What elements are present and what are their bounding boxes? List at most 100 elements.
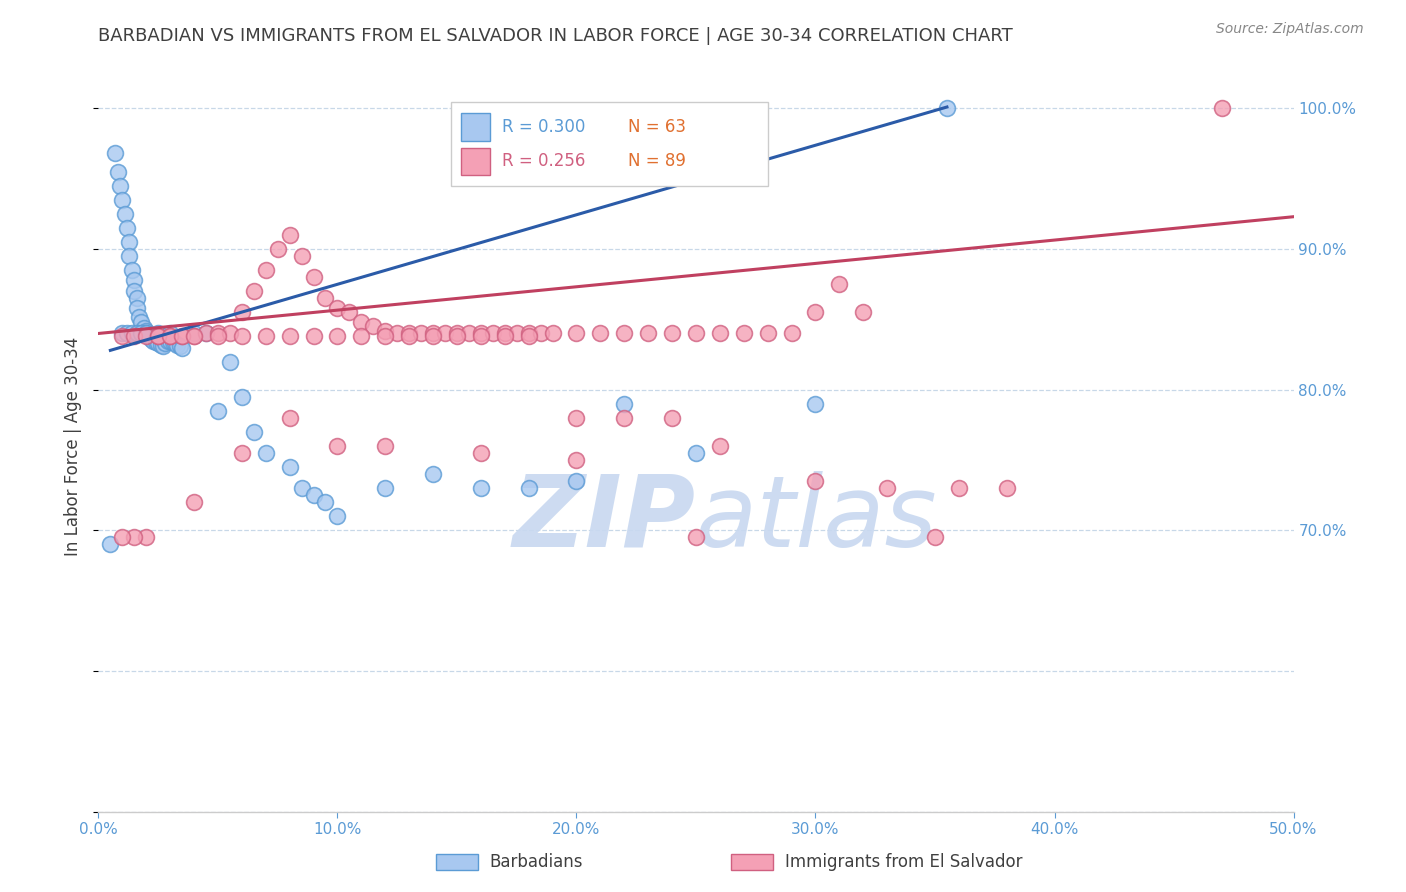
Point bbox=[613, 397, 636, 411]
Point bbox=[162, 334, 184, 349]
Point bbox=[565, 474, 588, 488]
Point bbox=[145, 334, 167, 349]
Point bbox=[291, 481, 314, 495]
Point bbox=[385, 326, 409, 341]
Point bbox=[1211, 102, 1233, 116]
Point bbox=[470, 326, 492, 341]
Point bbox=[398, 329, 420, 343]
Text: R = 0.256: R = 0.256 bbox=[502, 153, 586, 170]
Point bbox=[107, 165, 129, 179]
Point bbox=[155, 336, 177, 351]
Point bbox=[163, 336, 186, 351]
Point bbox=[254, 446, 277, 460]
Text: N = 89: N = 89 bbox=[628, 153, 686, 170]
Point bbox=[159, 326, 181, 341]
Point bbox=[398, 326, 420, 341]
Point bbox=[374, 481, 396, 495]
Point bbox=[541, 326, 564, 341]
Point bbox=[709, 439, 731, 453]
Point bbox=[422, 326, 444, 341]
Point bbox=[219, 326, 242, 341]
Point bbox=[124, 329, 146, 343]
Point bbox=[183, 329, 205, 343]
Point bbox=[207, 329, 229, 343]
Text: ZIP: ZIP bbox=[513, 471, 696, 567]
Point bbox=[517, 481, 540, 495]
Point bbox=[852, 305, 875, 319]
Point bbox=[159, 329, 181, 343]
Point bbox=[494, 329, 516, 343]
Point bbox=[780, 326, 803, 341]
Point bbox=[828, 277, 851, 292]
Point bbox=[374, 439, 396, 453]
Point bbox=[172, 341, 194, 355]
Point bbox=[565, 410, 588, 425]
Point bbox=[517, 329, 540, 343]
Point bbox=[613, 410, 636, 425]
Point bbox=[243, 425, 266, 439]
Point bbox=[132, 321, 155, 335]
Point bbox=[131, 315, 153, 329]
Text: atlas: atlas bbox=[696, 471, 938, 567]
Text: N = 63: N = 63 bbox=[628, 118, 686, 136]
Point bbox=[529, 326, 551, 341]
Point bbox=[148, 336, 170, 351]
Bar bbox=[461, 113, 491, 141]
Point bbox=[104, 146, 127, 161]
Point bbox=[411, 326, 433, 341]
Point bbox=[121, 326, 143, 341]
Point bbox=[135, 326, 157, 341]
Point bbox=[326, 509, 349, 524]
Point bbox=[124, 273, 146, 287]
Point bbox=[183, 495, 205, 509]
Point bbox=[589, 326, 612, 341]
Point bbox=[267, 242, 290, 256]
Point bbox=[148, 326, 170, 341]
Point bbox=[159, 329, 181, 343]
Point bbox=[517, 326, 540, 341]
Point bbox=[374, 329, 396, 343]
Point bbox=[135, 329, 157, 343]
Point bbox=[315, 291, 337, 305]
Point bbox=[422, 467, 444, 482]
Point bbox=[115, 221, 138, 235]
Point bbox=[207, 404, 229, 418]
Point bbox=[121, 263, 143, 277]
Point bbox=[804, 474, 827, 488]
Point bbox=[231, 305, 253, 319]
Point bbox=[231, 329, 253, 343]
Point bbox=[326, 301, 349, 315]
Point bbox=[565, 453, 588, 467]
Point bbox=[194, 326, 218, 341]
Point bbox=[135, 326, 157, 341]
Point bbox=[114, 207, 136, 221]
Point bbox=[661, 410, 683, 425]
Point bbox=[685, 531, 707, 545]
Point bbox=[149, 337, 172, 351]
Point bbox=[876, 481, 898, 495]
Point bbox=[231, 390, 253, 404]
Point bbox=[470, 481, 492, 495]
FancyBboxPatch shape bbox=[451, 103, 768, 186]
Point bbox=[111, 329, 134, 343]
Point bbox=[152, 339, 174, 353]
Point bbox=[278, 410, 301, 425]
Point bbox=[565, 326, 588, 341]
Point bbox=[433, 326, 456, 341]
Text: R = 0.300: R = 0.300 bbox=[502, 118, 586, 136]
Point bbox=[128, 310, 150, 324]
Point bbox=[350, 329, 373, 343]
Point bbox=[172, 329, 194, 343]
Point bbox=[339, 305, 360, 319]
Point bbox=[995, 481, 1018, 495]
Point bbox=[125, 301, 148, 315]
Point bbox=[363, 319, 385, 334]
Point bbox=[948, 481, 970, 495]
Point bbox=[291, 249, 314, 263]
Text: Source: ZipAtlas.com: Source: ZipAtlas.com bbox=[1216, 22, 1364, 37]
Point bbox=[302, 329, 325, 343]
Point bbox=[350, 315, 373, 329]
Point bbox=[506, 326, 529, 341]
Point bbox=[924, 531, 946, 545]
Point bbox=[98, 537, 122, 551]
